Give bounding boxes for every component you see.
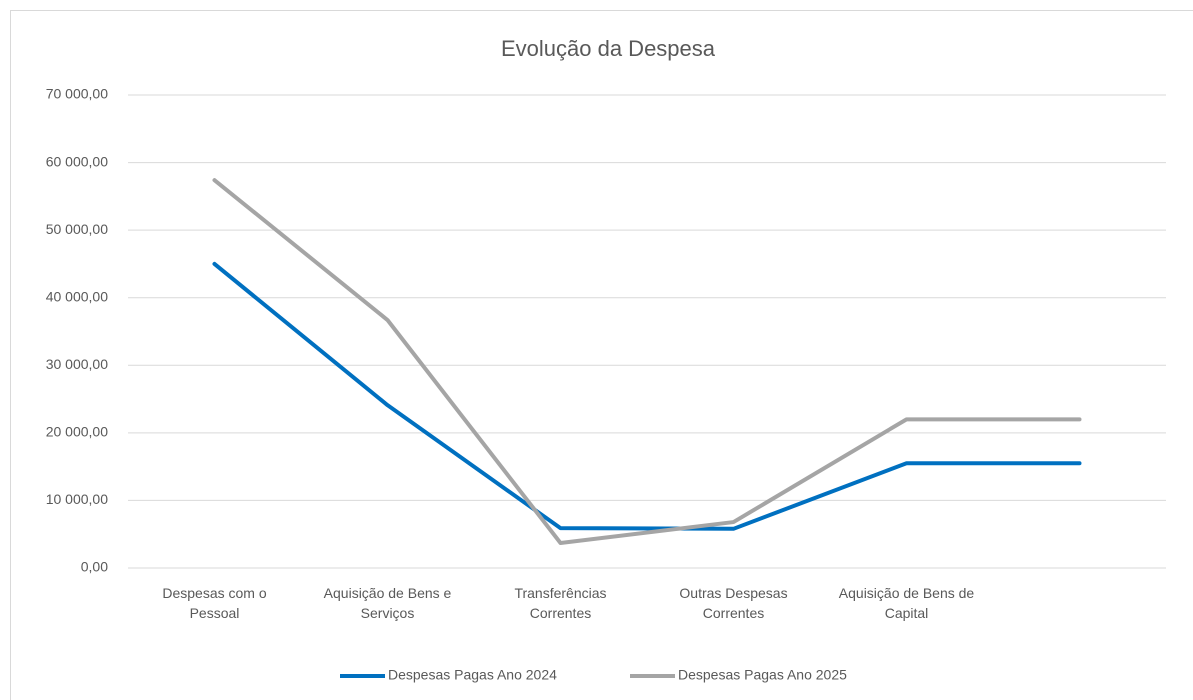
line-series <box>212 178 1082 545</box>
x-tick-label: Aquisição de Bens e Serviços <box>324 585 452 621</box>
y-tick-label: 40 000,00 <box>46 288 108 304</box>
chart-frame <box>10 10 1193 700</box>
x-tick-label: Aquisição de Bens de Capital <box>839 585 975 621</box>
legend-label: Despesas Pagas Ano 2025 <box>678 667 847 683</box>
y-tick-label: 10 000,00 <box>46 491 108 507</box>
y-tick-label: 50 000,00 <box>46 221 108 237</box>
y-tick-label: 20 000,00 <box>46 424 108 440</box>
y-tick-label: 70 000,00 <box>46 86 108 102</box>
line-series <box>212 261 1082 531</box>
x-tick-label: Outras Despesas Correntes <box>679 585 787 621</box>
legend-label: Despesas Pagas Ano 2024 <box>388 667 557 683</box>
x-tick-label: Despesas com o Pessoal <box>162 585 266 621</box>
y-tick-label: 60 000,00 <box>46 153 108 169</box>
y-tick-label: 0,00 <box>81 559 108 575</box>
y-tick-label: 30 000,00 <box>46 356 108 372</box>
chart-title: Evolução da Despesa <box>501 36 716 61</box>
x-tick-label: Transferências Correntes <box>514 585 606 621</box>
